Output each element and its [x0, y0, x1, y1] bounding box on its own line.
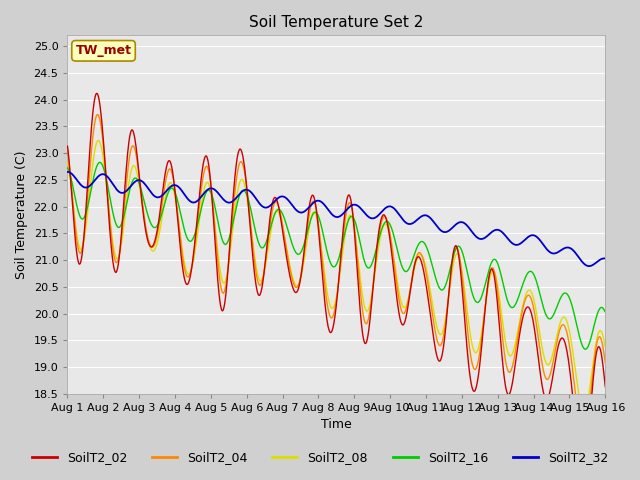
SoilT2_16	[244, 194, 252, 200]
SoilT2_02	[63, 143, 71, 149]
SoilT2_32	[420, 213, 428, 218]
Text: TW_met: TW_met	[76, 44, 132, 57]
Line: SoilT2_04: SoilT2_04	[67, 115, 605, 436]
SoilT2_02	[184, 281, 191, 287]
SoilT2_16	[582, 347, 589, 352]
SoilT2_04	[602, 360, 609, 366]
Title: Soil Temperature Set 2: Soil Temperature Set 2	[249, 15, 424, 30]
SoilT2_32	[183, 195, 191, 201]
Y-axis label: Soil Temperature (C): Soil Temperature (C)	[15, 150, 28, 279]
SoilT2_32	[538, 239, 545, 245]
SoilT2_08	[244, 198, 252, 204]
Line: SoilT2_32: SoilT2_32	[67, 172, 605, 266]
SoilT2_04	[490, 268, 498, 274]
SoilT2_16	[420, 240, 428, 246]
SoilT2_04	[170, 183, 178, 189]
SoilT2_02	[579, 464, 586, 470]
SoilT2_16	[170, 188, 178, 194]
SoilT2_04	[420, 260, 428, 266]
SoilT2_08	[580, 408, 588, 414]
Line: SoilT2_08: SoilT2_08	[67, 141, 605, 411]
SoilT2_16	[96, 159, 104, 165]
SoilT2_32	[602, 255, 609, 261]
SoilT2_08	[184, 270, 191, 276]
X-axis label: Time: Time	[321, 419, 352, 432]
SoilT2_08	[170, 190, 178, 196]
Line: SoilT2_02: SoilT2_02	[67, 94, 605, 467]
SoilT2_08	[420, 257, 428, 263]
SoilT2_04	[184, 274, 191, 280]
SoilT2_32	[170, 182, 178, 188]
SoilT2_02	[490, 274, 498, 279]
SoilT2_04	[579, 433, 587, 439]
SoilT2_02	[170, 182, 178, 188]
SoilT2_08	[63, 159, 71, 165]
SoilT2_08	[95, 138, 102, 144]
SoilT2_16	[184, 236, 191, 241]
SoilT2_32	[243, 187, 251, 192]
SoilT2_08	[490, 269, 498, 275]
SoilT2_02	[538, 381, 546, 386]
SoilT2_16	[490, 256, 498, 262]
SoilT2_08	[602, 344, 609, 350]
SoilT2_32	[63, 169, 71, 175]
SoilT2_04	[244, 192, 252, 198]
SoilT2_02	[420, 270, 428, 276]
SoilT2_08	[538, 343, 546, 348]
SoilT2_32	[586, 263, 593, 269]
SoilT2_16	[63, 165, 71, 171]
SoilT2_02	[602, 384, 609, 390]
SoilT2_02	[93, 91, 100, 96]
SoilT2_16	[602, 309, 609, 315]
SoilT2_04	[63, 147, 71, 153]
SoilT2_04	[94, 112, 102, 118]
SoilT2_16	[538, 299, 546, 304]
SoilT2_04	[538, 359, 546, 364]
SoilT2_32	[490, 228, 498, 233]
SoilT2_02	[244, 194, 252, 200]
Legend: SoilT2_02, SoilT2_04, SoilT2_08, SoilT2_16, SoilT2_32: SoilT2_02, SoilT2_04, SoilT2_08, SoilT2_…	[27, 446, 613, 469]
Line: SoilT2_16: SoilT2_16	[67, 162, 605, 349]
